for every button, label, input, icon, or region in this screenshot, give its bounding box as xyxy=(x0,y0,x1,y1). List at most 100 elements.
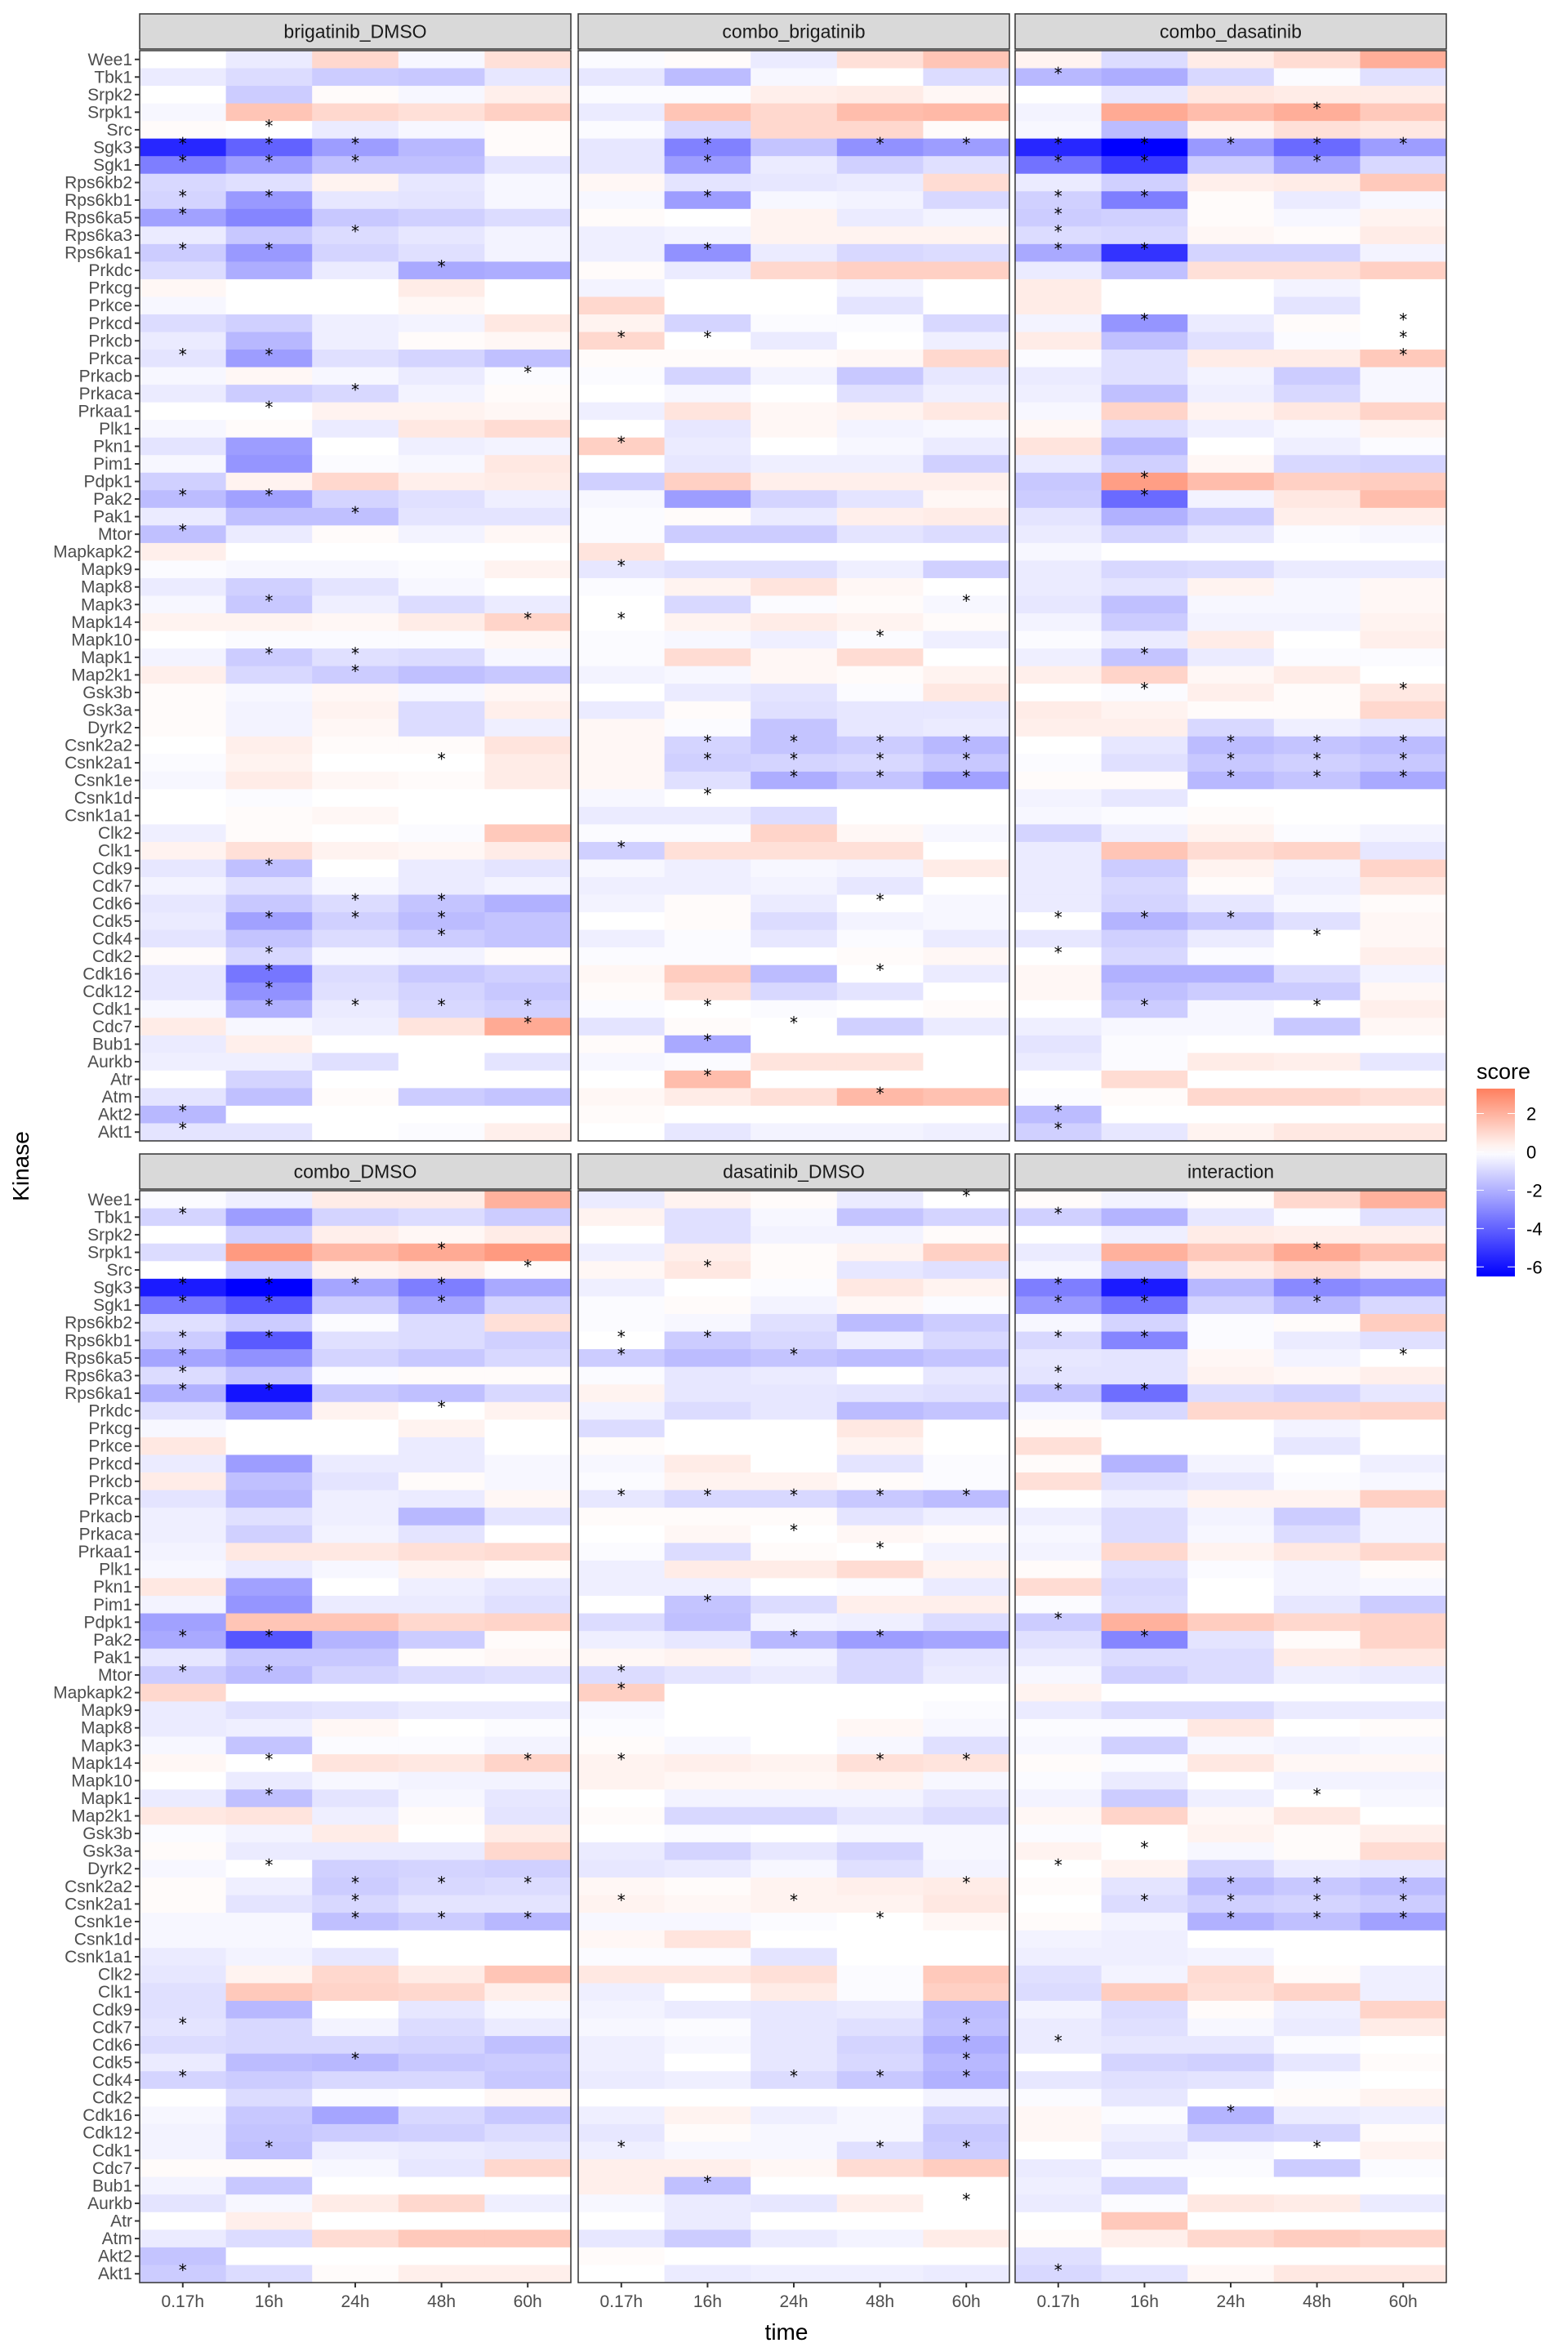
y-tick-label: Csnk1d xyxy=(74,1930,132,1949)
heatmap-cell xyxy=(1187,666,1275,684)
heatmap-cell xyxy=(836,402,924,421)
heatmap-cell xyxy=(484,1824,572,1843)
heatmap-cell xyxy=(664,982,751,1001)
y-tick-label: Prkdc xyxy=(88,261,132,280)
heatmap-cell xyxy=(398,1771,485,1790)
heatmap-cell xyxy=(923,2088,1010,2107)
heatmap-cell xyxy=(751,789,838,808)
heatmap-cell xyxy=(923,2123,1010,2142)
significance-marker: * xyxy=(265,1380,273,1400)
heatmap-cell xyxy=(923,1543,1010,1561)
heatmap-cell xyxy=(398,208,485,227)
heatmap-cell xyxy=(1101,2141,1188,2160)
heatmap-cell xyxy=(484,2123,572,2142)
heatmap-cell xyxy=(1015,1123,1102,1142)
heatmap-cell xyxy=(1360,1683,1447,1702)
heatmap-cell xyxy=(1101,2088,1188,2107)
heatmap-cell xyxy=(578,1018,666,1036)
heatmap-cell xyxy=(1015,982,1102,1001)
heatmap-cell xyxy=(484,1508,572,1526)
heatmap-cell xyxy=(140,68,227,87)
heatmap-cell xyxy=(484,630,572,649)
heatmap-cell xyxy=(578,701,666,719)
significance-marker: * xyxy=(1054,1362,1062,1382)
heatmap-cell xyxy=(1273,1419,1361,1438)
heatmap-cell xyxy=(923,2141,1010,2160)
heatmap-cell xyxy=(1187,2053,1275,2072)
heatmap-cell xyxy=(225,1860,313,1878)
heatmap-cell xyxy=(398,2018,485,2037)
heatmap-cell xyxy=(664,261,751,280)
significance-marker: * xyxy=(876,732,884,751)
significance-marker: * xyxy=(876,1084,884,1103)
heatmap-cell xyxy=(225,1842,313,1860)
heatmap-cell xyxy=(225,1419,313,1438)
heatmap-cell xyxy=(1187,226,1275,245)
heatmap-cell xyxy=(398,929,485,948)
significance-marker: * xyxy=(1054,222,1062,242)
heatmap-cell xyxy=(1187,1401,1275,1420)
heatmap-cell xyxy=(923,1331,1010,1350)
heatmap-cell xyxy=(1015,525,1102,544)
heatmap-cell xyxy=(312,1472,399,1491)
heatmap-cell xyxy=(312,595,399,614)
heatmap-cell xyxy=(140,86,227,105)
heatmap-cell xyxy=(484,420,572,439)
significance-marker: * xyxy=(1227,1873,1235,1892)
heatmap-cell xyxy=(312,1191,399,1209)
heatmap-cell xyxy=(836,525,924,544)
heatmap-cell xyxy=(312,1401,399,1420)
heatmap-cell xyxy=(1360,2123,1447,2142)
heatmap-cell xyxy=(1360,2141,1447,2160)
heatmap-cell xyxy=(1273,2265,1361,2283)
heatmap-cell xyxy=(398,982,485,1001)
heatmap-cell xyxy=(225,1191,313,1209)
heatmap-cell xyxy=(664,1648,751,1667)
heatmap-cell xyxy=(923,1878,1010,1896)
heatmap-cell xyxy=(1015,2176,1102,2195)
significance-marker: * xyxy=(876,1626,884,1646)
heatmap-cell xyxy=(751,1261,838,1280)
heatmap-cell xyxy=(484,1472,572,1491)
significance-marker: * xyxy=(523,1257,532,1276)
heatmap-cell xyxy=(1273,1560,1361,1579)
heatmap-cell xyxy=(1273,1243,1361,1262)
heatmap-cell xyxy=(836,490,924,509)
heatmap-cell xyxy=(1101,684,1188,702)
heatmap-cell xyxy=(751,666,838,684)
heatmap-cell xyxy=(1101,1070,1188,1089)
heatmap-cell xyxy=(578,1648,666,1667)
heatmap-cell xyxy=(836,947,924,966)
significance-marker: * xyxy=(1140,1327,1148,1347)
heatmap-cell xyxy=(1015,1261,1102,1280)
heatmap-cell xyxy=(140,367,227,385)
significance-marker: * xyxy=(1399,327,1407,347)
heatmap-cell xyxy=(836,420,924,439)
heatmap-cell xyxy=(312,103,399,122)
heatmap-cell xyxy=(312,2071,399,2090)
heatmap-cell xyxy=(923,947,1010,966)
heatmap-cell xyxy=(664,736,751,755)
heatmap-cell xyxy=(312,1123,399,1142)
heatmap-cell xyxy=(1015,947,1102,966)
heatmap-cell xyxy=(1360,1384,1447,1403)
heatmap-cell xyxy=(836,1331,924,1350)
heatmap-cell xyxy=(1101,1472,1188,1491)
significance-marker: * xyxy=(265,187,273,207)
heatmap-cell xyxy=(836,367,924,385)
heatmap-cell xyxy=(1273,1824,1361,1843)
heatmap-cell xyxy=(836,2247,924,2265)
heatmap-cell xyxy=(225,929,313,948)
heatmap-cell xyxy=(1015,1631,1102,1650)
heatmap-cell xyxy=(1273,736,1361,755)
heatmap-cell xyxy=(484,2247,572,2265)
heatmap-cell xyxy=(1273,771,1361,790)
heatmap-cell xyxy=(923,1983,1010,2002)
heatmap-cell xyxy=(1101,1965,1188,1984)
heatmap-cell xyxy=(1101,1296,1188,1315)
heatmap-cell xyxy=(225,2018,313,2037)
heatmap-cell xyxy=(836,1525,924,1544)
heatmap-cell xyxy=(923,1895,1010,1913)
heatmap-cell xyxy=(225,1806,313,1825)
heatmap-cell xyxy=(923,1913,1010,1931)
